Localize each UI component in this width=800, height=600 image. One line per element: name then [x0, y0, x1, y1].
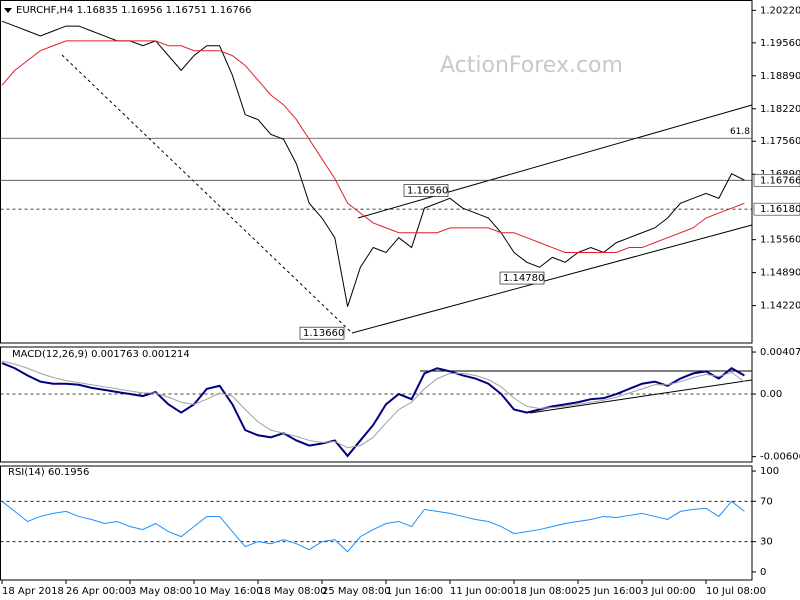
x-tick-label: 18 Apr 2018: [2, 586, 64, 597]
trendline: [61, 54, 353, 334]
x-tick-label: 18 May 08:00: [258, 586, 327, 597]
menu-icon: [4, 8, 12, 13]
rsi-title: RSI(14) 60.1956: [8, 467, 89, 478]
x-tick-label: 3 May 08:00: [130, 586, 192, 597]
annotation-box: [499, 271, 545, 285]
x-tick-label: 25 Jun 16:00: [578, 586, 642, 597]
y-tick-label: 100: [760, 466, 779, 477]
y-tick-label: 70: [760, 496, 773, 507]
annotation-box: [299, 326, 345, 340]
y-tick-label: 1.19560: [760, 38, 800, 49]
panel-frame: [0, 0, 753, 344]
level-label: 1.16766: [760, 175, 800, 186]
trendline: [357, 104, 753, 219]
watermark: ActionForex.com: [440, 53, 623, 78]
x-tick-label: 26 Apr 00:00: [66, 586, 131, 597]
annotation-box: [403, 184, 449, 197]
y-tick-label: 1.14890: [760, 268, 800, 279]
y-tick-label: 1.20220: [760, 5, 800, 16]
level-label: 1.16180: [760, 204, 800, 215]
series-line: [1, 362, 745, 458]
x-tick-label: 3 Jul 00:00: [642, 586, 696, 597]
level-label-box: [753, 174, 800, 187]
level-label: 61.8: [730, 127, 750, 137]
level-label-box: [753, 202, 800, 216]
y-tick-label: 1.18890: [760, 71, 800, 82]
panel-frame: [0, 465, 753, 581]
annotation-label: 1.16560: [407, 185, 448, 196]
x-tick-label: 18 Jun 08:00: [514, 586, 578, 597]
annotation-label: 1.14780: [503, 273, 544, 284]
chart-title: EURCHF,H4 1.16835 1.16956 1.16751 1.1676…: [16, 5, 252, 16]
annotation-label: 1.13660: [303, 328, 344, 339]
trendline: [351, 224, 753, 334]
x-tick-label: 10 Jul 08:00: [706, 586, 766, 597]
y-tick-label: 0: [760, 567, 766, 578]
y-tick-label: 0.004071: [760, 347, 800, 358]
y-tick-label: 30: [760, 537, 773, 548]
x-tick-label: 11 Jun 00:00: [450, 586, 514, 597]
trendline: [529, 379, 753, 414]
x-tick-label: 1 Jun 16:00: [386, 586, 443, 597]
y-tick-label: 1.17560: [760, 136, 800, 147]
y-tick-label: 1.18220: [760, 104, 800, 115]
macd-title: MACD(12,26,9) 0.001763 0.001214: [12, 349, 190, 360]
y-tick-label: 1.15560: [760, 235, 800, 246]
x-tick-label: 25 May 08:00: [322, 586, 391, 597]
y-tick-label: -0.006069: [760, 452, 800, 463]
series-line: [1, 500, 745, 553]
x-tick-label: 10 May 16:00: [194, 586, 263, 597]
y-tick-label: 1.14220: [760, 301, 800, 312]
panel-frame: [0, 346, 753, 463]
series-line: [1, 360, 745, 449]
y-tick-label: 0.00: [760, 389, 782, 400]
series-line: [1, 40, 745, 253]
